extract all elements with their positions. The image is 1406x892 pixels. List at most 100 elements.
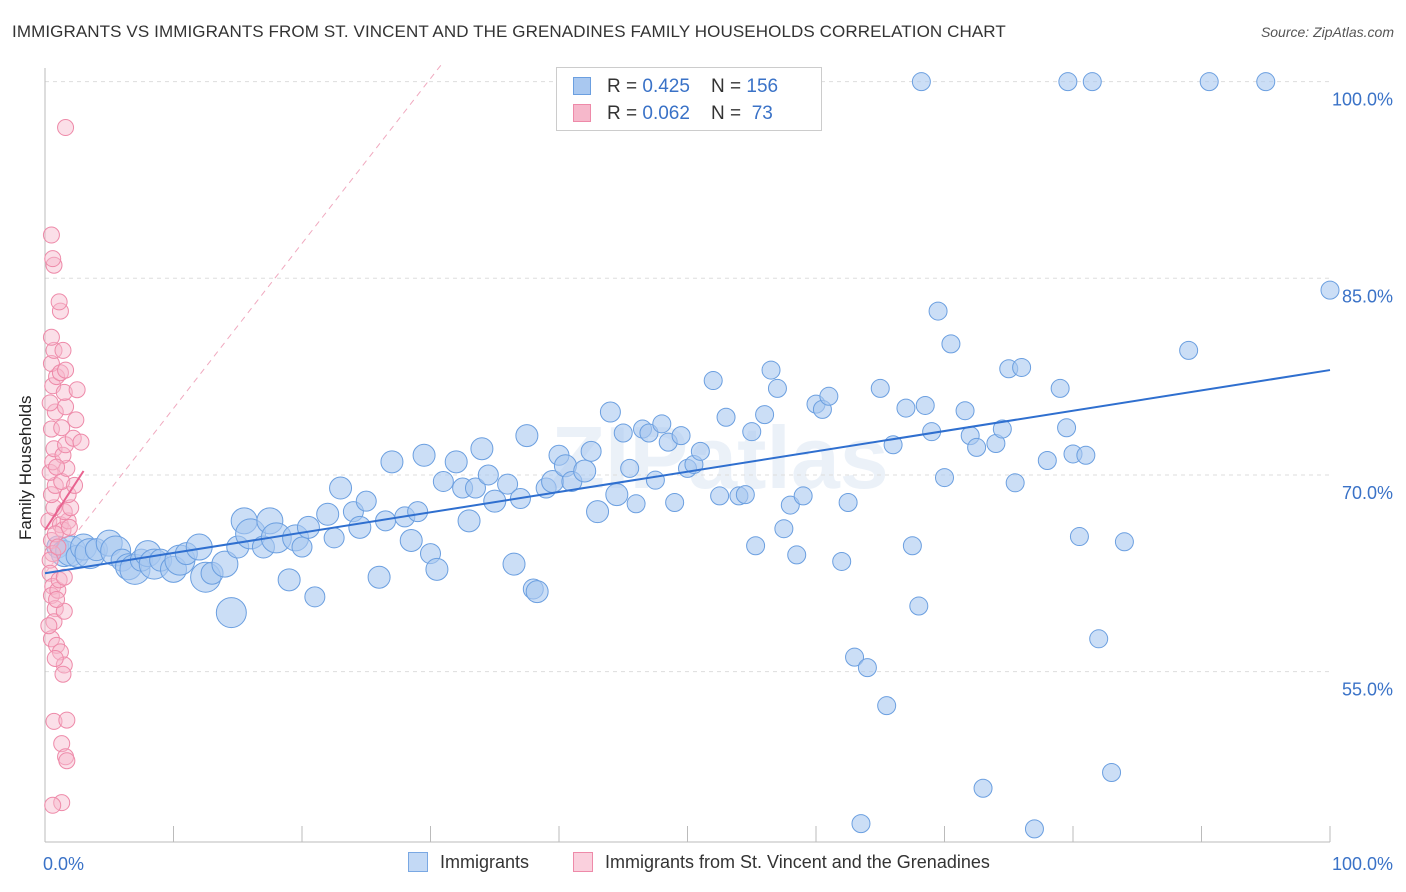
legend-r-label: R = — [607, 76, 643, 97]
data-point-st-vincent — [67, 411, 85, 429]
data-point-immigrants — [911, 72, 931, 92]
data-point-immigrants — [652, 414, 672, 434]
y-axis-label: Family Households — [16, 395, 35, 540]
data-point-st-vincent — [57, 119, 75, 137]
data-point-immigrants — [502, 552, 526, 576]
data-point-immigrants — [703, 371, 723, 391]
data-point-st-vincent — [46, 525, 64, 543]
data-point-immigrants — [851, 814, 871, 834]
data-point-immigrants — [1076, 445, 1096, 465]
data-point-st-vincent — [46, 649, 64, 667]
data-point-st-vincent — [55, 383, 73, 401]
data-point-immigrants — [935, 468, 954, 488]
bottom-legend-immigrants: Immigrants — [408, 852, 529, 873]
data-point-immigrants — [1012, 357, 1032, 377]
data-point-immigrants — [955, 401, 975, 421]
data-point-immigrants — [992, 419, 1012, 439]
data-point-immigrants — [645, 470, 665, 490]
bottom-legend-label: Immigrants from St. Vincent and the Gren… — [605, 852, 990, 872]
data-point-st-vincent — [60, 518, 78, 536]
data-point-immigrants — [690, 441, 710, 461]
data-point-immigrants — [832, 551, 852, 571]
data-point-immigrants — [525, 580, 549, 604]
data-point-st-vincent — [46, 403, 64, 421]
data-point-st-vincent — [51, 364, 69, 382]
data-point-immigrants — [793, 486, 813, 506]
data-point-st-vincent — [59, 512, 77, 530]
data-point-immigrants — [857, 658, 877, 678]
legend-r-value: 0.062 — [642, 103, 690, 124]
data-point-st-vincent — [42, 355, 60, 373]
data-point-st-vincent — [45, 256, 63, 274]
data-point-immigrants — [767, 378, 787, 398]
data-point-immigrants — [928, 301, 948, 321]
legend-n-value: 73 — [746, 103, 773, 124]
data-point-st-vincent — [58, 711, 76, 729]
data-point-immigrants — [399, 528, 423, 552]
trend-line-immigrants — [44, 369, 1331, 575]
data-point-immigrants — [819, 386, 839, 406]
data-point-immigrants — [323, 527, 345, 549]
legend-r-label: R = — [607, 103, 643, 124]
data-point-st-vincent — [42, 226, 60, 244]
reference-diagonal-line — [44, 61, 444, 574]
stats-legend: R = 0.425 N = 156 R = 0.062 N = 73 — [556, 67, 822, 131]
data-point-immigrants — [780, 495, 800, 515]
data-point-st-vincent — [57, 398, 75, 416]
data-point-immigrants — [967, 437, 987, 457]
data-point-immigrants — [1256, 72, 1276, 92]
data-point-st-vincent — [48, 458, 66, 476]
data-point-st-vincent — [57, 361, 75, 379]
data-point-st-vincent — [49, 538, 67, 556]
data-point-immigrants — [215, 597, 247, 629]
data-point-immigrants — [296, 515, 320, 539]
data-point-st-vincent — [72, 433, 90, 451]
data-point-immigrants — [626, 494, 646, 514]
data-point-immigrants — [1005, 473, 1025, 493]
bottom-legend-swatch-blue — [408, 852, 428, 872]
data-point-immigrants — [620, 458, 640, 478]
data-point-immigrants — [291, 536, 313, 558]
y-tick-label: 55.0% — [1342, 680, 1393, 700]
data-point-st-vincent — [51, 302, 69, 320]
data-point-st-vincent — [62, 499, 80, 517]
data-point-immigrants — [742, 422, 762, 442]
data-point-immigrants — [941, 334, 961, 354]
y-tick-label: 85.0% — [1342, 286, 1393, 306]
data-point-immigrants — [1050, 378, 1070, 398]
data-point-immigrants — [761, 360, 781, 380]
data-point-immigrants — [1089, 629, 1109, 649]
data-point-immigrants — [1082, 72, 1102, 92]
data-point-immigrants — [671, 426, 691, 446]
data-point-immigrants — [599, 401, 621, 423]
legend-swatch-blue — [573, 77, 591, 95]
data-point-immigrants — [1102, 763, 1122, 783]
data-point-immigrants — [613, 423, 633, 443]
data-point-st-vincent — [42, 486, 60, 504]
data-point-st-vincent — [54, 341, 72, 359]
x-tick-label: 100.0% — [1332, 854, 1393, 874]
data-point-immigrants — [380, 450, 404, 474]
data-point-st-vincent — [41, 551, 59, 569]
data-point-st-vincent — [64, 429, 82, 447]
data-point-immigrants — [909, 596, 929, 616]
data-point-immigrants — [877, 696, 897, 716]
data-point-st-vincent — [54, 665, 72, 683]
data-point-immigrants — [407, 501, 429, 523]
chart-title: IMMIGRANTS VS IMMIGRANTS FROM ST. VINCEN… — [12, 22, 1006, 41]
data-point-immigrants — [586, 500, 610, 524]
data-point-st-vincent — [55, 568, 73, 586]
data-point-st-vincent — [40, 617, 58, 635]
data-point-immigrants — [355, 490, 377, 512]
data-point-immigrants — [348, 515, 372, 539]
data-point-st-vincent — [41, 394, 59, 412]
data-point-immigrants — [432, 470, 454, 492]
data-point-immigrants — [787, 545, 807, 565]
data-point-immigrants — [735, 485, 755, 505]
data-point-immigrants — [211, 550, 239, 578]
bottom-legend-st-vincent: Immigrants from St. Vincent and the Gren… — [573, 852, 990, 873]
data-point-immigrants — [870, 378, 890, 398]
legend-n-label: N = — [711, 103, 747, 124]
data-point-immigrants — [1199, 72, 1219, 92]
legend-n-value: 156 — [746, 76, 779, 97]
